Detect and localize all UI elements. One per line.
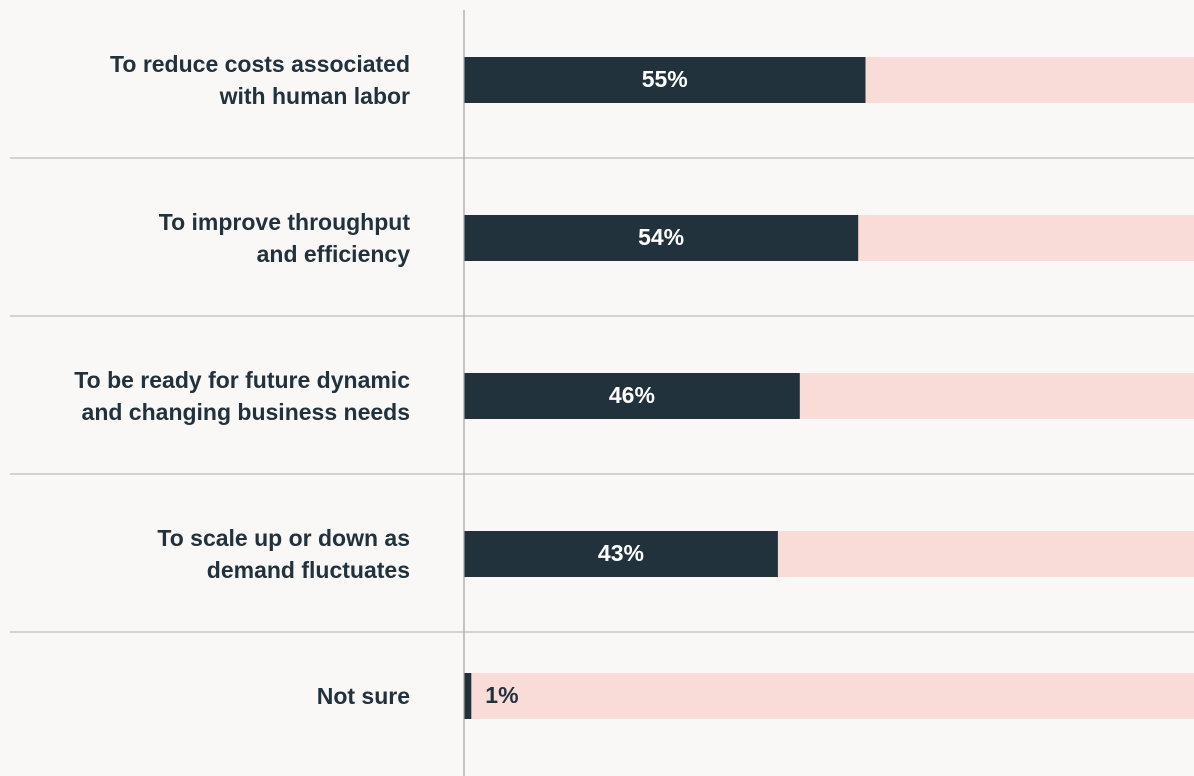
bar — [464, 673, 472, 719]
category-label: To reduce costs associated with human la… — [110, 51, 410, 109]
category-label: Not sure — [316, 683, 410, 709]
bar — [464, 373, 800, 419]
category-label: To be ready for future dynamic and chang… — [74, 367, 410, 425]
value-label: 1% — [485, 682, 518, 708]
bar — [464, 215, 859, 261]
category-label: To improve throughput and efficiency — [158, 209, 410, 267]
value-label: 46% — [609, 382, 655, 408]
category-label: To scale up or down as demand fluctuates — [157, 525, 410, 583]
value-label: 43% — [598, 540, 644, 566]
bar-track — [464, 673, 1194, 719]
bar — [464, 531, 778, 577]
value-label: 55% — [642, 66, 688, 92]
bar — [464, 57, 866, 103]
value-label: 54% — [638, 224, 684, 250]
